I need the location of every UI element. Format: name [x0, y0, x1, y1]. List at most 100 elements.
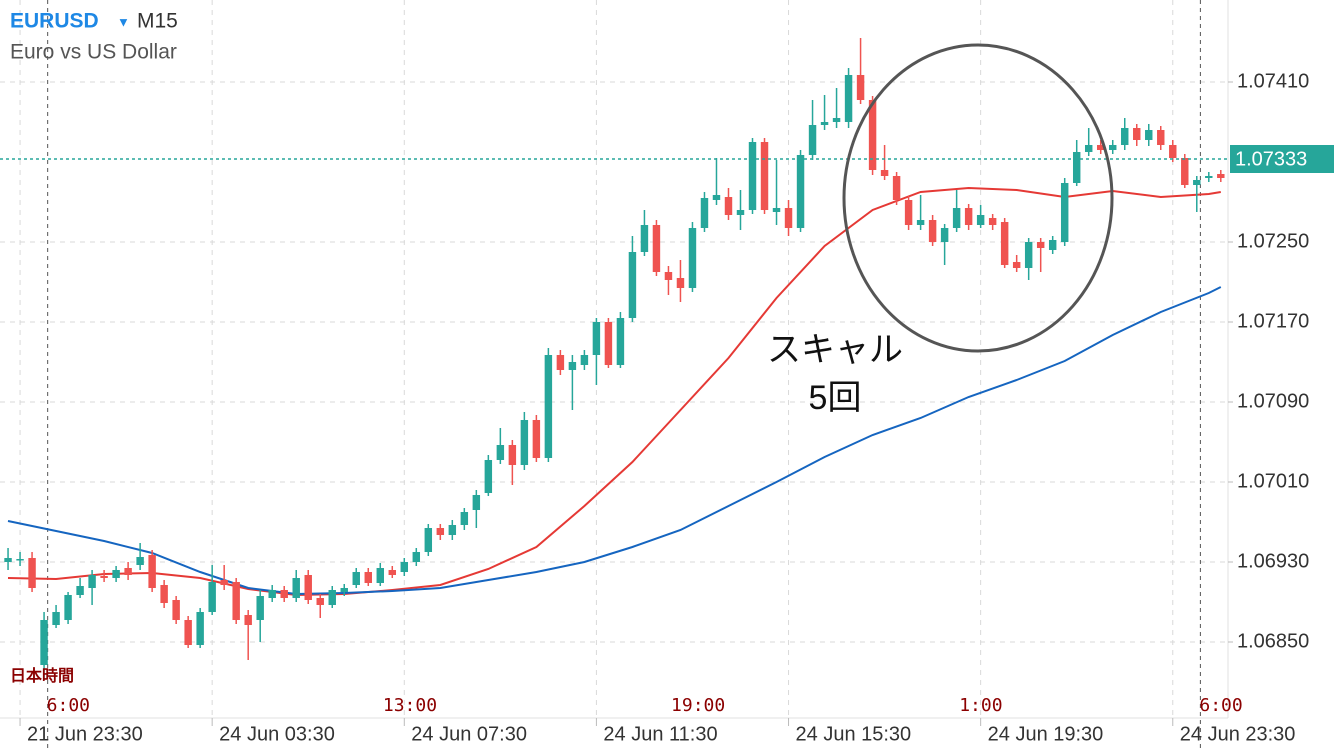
timeframe[interactable]: M15	[137, 10, 178, 33]
candle-body	[568, 362, 577, 370]
y-tick-label: 1.06850	[1237, 630, 1309, 652]
candle-body	[532, 420, 541, 458]
candle-body	[112, 570, 120, 578]
candle-body	[172, 600, 180, 620]
candle-body	[184, 620, 192, 645]
y-tick-label: 1.07410	[1237, 70, 1309, 92]
candle-body	[1217, 174, 1225, 178]
candle-body	[736, 210, 745, 215]
local-tick-label: 13:00	[383, 695, 437, 716]
candle-body	[928, 220, 937, 242]
x-tick-label: 24 Jun 23:30	[1180, 723, 1296, 745]
subtitle: Euro vs US Dollar	[10, 41, 177, 64]
candle-body	[1145, 130, 1153, 140]
candle-body	[1133, 128, 1141, 140]
candle-body	[892, 176, 901, 200]
candle-body	[628, 252, 637, 318]
candle-body	[364, 572, 372, 583]
candle-body	[508, 445, 517, 465]
candle-body	[760, 142, 769, 210]
candle-body	[448, 525, 457, 535]
candle-body	[4, 558, 12, 562]
annotation: スキャル	[767, 331, 903, 369]
candle-body	[100, 576, 108, 578]
candle-body	[436, 528, 445, 535]
current-price-label: 1.07333	[1235, 148, 1307, 170]
candle-body	[496, 445, 505, 460]
local-tick-label: 19:00	[671, 695, 725, 716]
candle-body	[124, 568, 132, 575]
candle-body	[1193, 180, 1201, 185]
candle-body	[1000, 222, 1009, 265]
x-tick-label: 24 Jun 19:30	[988, 723, 1104, 745]
candle-body	[1048, 240, 1057, 250]
candle-body	[1084, 145, 1093, 152]
symbol[interactable]: EURUSD	[10, 10, 99, 33]
symbol-menu[interactable]: ▼	[117, 14, 130, 29]
candle-body	[556, 355, 565, 370]
candle-body	[280, 590, 288, 598]
overlay: 1.07333	[0, 145, 1334, 173]
candle-body	[328, 590, 336, 605]
candle-body	[52, 612, 60, 625]
x-tick-label: 24 Jun 03:30	[219, 723, 335, 745]
candle-body	[580, 355, 589, 365]
candle-body	[400, 562, 409, 572]
candle-body	[28, 558, 36, 588]
candle-body	[1024, 242, 1033, 268]
x-tick-label: 24 Jun 15:30	[796, 723, 912, 745]
moving-average	[7, 186, 1221, 597]
candle-body	[460, 512, 469, 525]
x-tick-label: 24 Jun 07:30	[411, 723, 527, 745]
moving-average	[7, 286, 1222, 596]
candle-body	[748, 142, 757, 210]
candle-body	[160, 585, 168, 603]
candle-body	[880, 170, 889, 176]
candle-body	[724, 197, 733, 215]
candle-body	[808, 125, 817, 155]
candles	[4, 38, 1225, 680]
candle-body	[520, 420, 529, 465]
candle-body	[1205, 176, 1213, 178]
candle-body	[1036, 242, 1045, 248]
x-tick-label: 24 Jun 11:30	[603, 723, 717, 745]
candle-body	[916, 220, 925, 225]
candle-body	[484, 460, 493, 493]
candle-body	[40, 620, 48, 665]
candle-body	[868, 100, 877, 170]
candle-body	[76, 586, 84, 595]
candle-body	[544, 355, 553, 458]
candle-body	[196, 612, 204, 645]
candle-body	[976, 215, 985, 225]
candle-body	[412, 552, 421, 562]
candle-body	[220, 580, 228, 585]
candle-body	[772, 208, 781, 212]
candle-body	[1169, 145, 1177, 158]
candle-body	[340, 588, 348, 592]
candle-body	[1109, 145, 1117, 150]
candle-body	[208, 582, 216, 612]
candle-body	[136, 557, 144, 565]
candle-body	[676, 278, 685, 288]
candle-body	[592, 322, 601, 355]
y-tick-label: 1.07250	[1237, 230, 1309, 252]
candle-body	[352, 572, 360, 585]
candle-body	[64, 595, 72, 620]
candle-body	[1096, 145, 1105, 150]
candle-body	[292, 578, 300, 598]
candle-body	[316, 598, 324, 605]
candle-body	[1072, 152, 1081, 183]
candle-body	[820, 122, 829, 125]
local-tick-label: 6:00	[47, 695, 90, 716]
candle-body	[796, 155, 805, 228]
local-time-title: 日本時間	[10, 666, 74, 685]
candle-body	[844, 75, 853, 122]
candle-body	[604, 322, 613, 365]
candle-body	[148, 555, 156, 588]
candle-body	[700, 198, 709, 228]
candle-body	[1121, 128, 1129, 145]
candle-body	[376, 568, 384, 583]
candle-body	[616, 318, 625, 365]
